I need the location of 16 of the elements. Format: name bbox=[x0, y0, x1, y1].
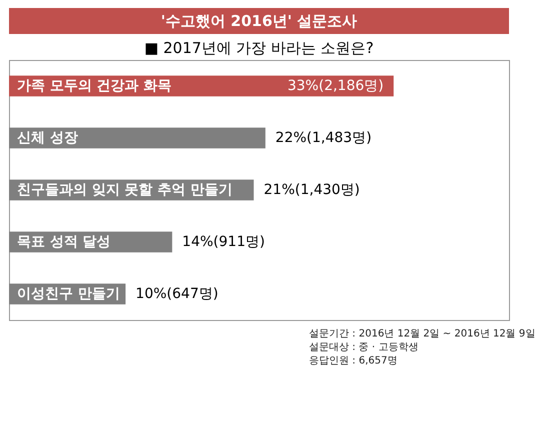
y-tick-label: 신체 성장 bbox=[17, 130, 78, 146]
data-label: 21%(1,430명) bbox=[264, 182, 360, 198]
chart-title: '수고했어 2016년' 설문조사 bbox=[160, 12, 358, 30]
data-label: 33%(2,186명) bbox=[287, 78, 384, 94]
data-label: 10%(647명) bbox=[136, 286, 218, 302]
y-tick-label: 친구들과의 잊지 못할 추억 만들기 bbox=[17, 182, 232, 198]
y-tick-label: 목표 성적 달성 bbox=[17, 234, 111, 250]
bar bbox=[9, 128, 266, 148]
y-tick-label: 가족 모두의 건강과 화목 bbox=[17, 78, 172, 94]
text: 응답인원 : 6,657명 bbox=[309, 355, 398, 366]
data-label: 14%(911명) bbox=[182, 234, 265, 250]
y-tick-label: 이성친구 만들기 bbox=[17, 286, 120, 302]
chart-subtitle: ■ 2017년에 가장 바라는 소원은? bbox=[144, 39, 374, 57]
text: 설문기간 : 2016년 12월 2일 ~ 2016년 12월 9일 bbox=[309, 328, 536, 340]
data-label: 22%(1,483명) bbox=[275, 130, 372, 146]
text: 설문대상 : 중 · 고등학생 bbox=[309, 342, 418, 353]
